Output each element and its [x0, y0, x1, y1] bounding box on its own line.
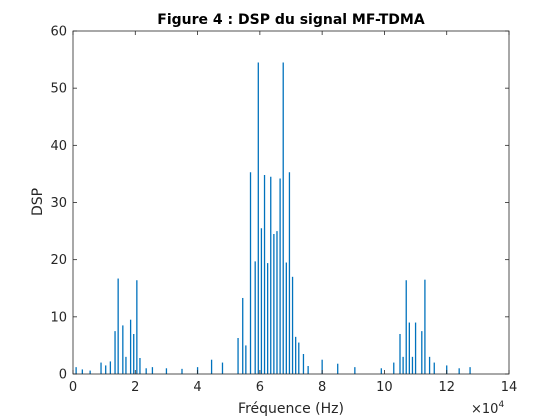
chart-title: Figure 4 : DSP du signal MF-TDMA [157, 12, 425, 28]
x-tick-label: 14 [501, 380, 518, 395]
x-tick-label: 2 [131, 380, 139, 395]
y-tick-label: 60 [50, 25, 67, 40]
y-tick-label: 20 [50, 253, 67, 268]
x-axis: 0 2 4 6 8 10 12 14 [69, 31, 517, 395]
x-tick-label: 6 [256, 380, 264, 395]
x-exponent-power: 4 [498, 400, 504, 410]
y-axis-label: DSP [30, 188, 46, 216]
x-exponent-base: ×10 [471, 402, 498, 417]
y-axis: 0 10 20 30 40 50 60 [50, 25, 509, 383]
y-tick-label: 50 [50, 82, 67, 97]
x-tick-label: 8 [318, 380, 326, 395]
data-series [75, 62, 471, 374]
y-tick-label: 30 [50, 196, 67, 211]
x-tick-label: 10 [376, 380, 393, 395]
x-tick-label: 12 [438, 380, 455, 395]
y-tick-label: 0 [59, 368, 67, 383]
plot-area [73, 31, 509, 374]
x-axis-label: Fréquence (Hz) [238, 401, 344, 417]
x-tick-label: 0 [69, 380, 77, 395]
y-tick-label: 10 [50, 310, 67, 325]
x-axis-exponent: ×104 [471, 400, 504, 417]
y-tick-label: 40 [50, 139, 67, 154]
x-tick-label: 4 [193, 380, 201, 395]
